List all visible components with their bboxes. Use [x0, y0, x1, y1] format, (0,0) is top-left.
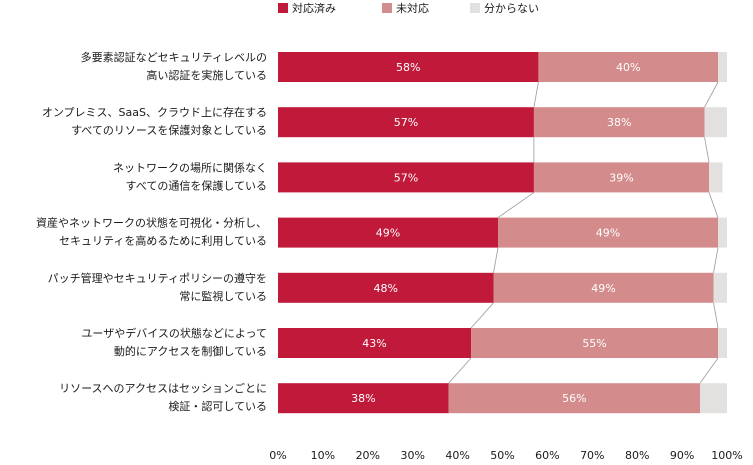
connector-line [704, 81, 719, 108]
bar-segment [718, 52, 727, 82]
bar-segment [278, 52, 539, 82]
legend-swatch [382, 3, 392, 13]
bar-segment [498, 217, 719, 248]
data-label: 38% [351, 392, 375, 405]
category-label: オンプレミス、SaaS、クラウド上に存在する [42, 105, 267, 119]
x-tick-label: 10% [311, 449, 335, 462]
category-label: 検証・認可している [168, 399, 267, 413]
bar-segment [533, 162, 710, 193]
legend-label: 対応済み [292, 1, 336, 15]
x-tick-label: 60% [535, 449, 559, 462]
connector-line [713, 302, 719, 329]
bar-segment [718, 217, 727, 248]
bar-segment [471, 328, 719, 358]
x-tick-label: 100% [711, 449, 742, 462]
x-tick-label: 40% [445, 449, 469, 462]
data-label: 48% [374, 282, 398, 295]
category-label: リソースへのアクセスはセッションごとに [59, 381, 267, 395]
bar-segment [448, 383, 701, 414]
data-label: 57% [394, 116, 418, 129]
category-label: 動的にアクセスを制御している [114, 344, 267, 358]
connector-line [699, 357, 719, 384]
data-label: 49% [376, 227, 400, 240]
category-label: すべてのリソースを保護対象としている [71, 123, 267, 137]
x-tick-label: 20% [356, 449, 380, 462]
bar-segment [493, 272, 714, 303]
connector-line [493, 247, 499, 273]
x-tick-label: 30% [400, 449, 424, 462]
connector-line [533, 81, 539, 108]
connector-line [708, 192, 719, 218]
x-tick-label: 50% [490, 449, 514, 462]
x-tick-label: 90% [670, 449, 694, 462]
category-label: すべての通信を保護している [126, 178, 267, 192]
category-label: ネットワークの場所に関係なく [113, 161, 267, 174]
connector-line [704, 137, 710, 163]
category-label: パッチ管理やセキュリティポリシーの遵守を [48, 271, 267, 285]
bar-segment [700, 383, 727, 414]
x-tick-label: 70% [580, 449, 604, 462]
data-label: 58% [396, 61, 420, 74]
legend-swatch [470, 3, 480, 13]
connector-line [497, 192, 535, 218]
category-label: 資産やネットワークの状態を可視化・分析し、 [36, 216, 267, 230]
bar-segment [278, 272, 494, 303]
data-label: 55% [582, 337, 606, 350]
bar-segment [718, 328, 727, 358]
legend-label: 未対応 [396, 1, 429, 15]
bar-segment [709, 162, 723, 193]
data-label: 39% [609, 171, 633, 184]
legend-swatch [278, 3, 288, 13]
bar-segment [278, 162, 534, 193]
data-label: 43% [362, 337, 386, 350]
data-label: 56% [562, 392, 586, 405]
bar-segment [533, 107, 705, 138]
connector-line [448, 357, 472, 384]
data-label: 49% [591, 282, 615, 295]
category-label: セキュリティを高めるために利用している [59, 234, 267, 248]
data-label: 38% [607, 116, 631, 129]
x-tick-label: 80% [625, 449, 649, 462]
x-tick-label: 0% [269, 449, 286, 462]
connector-line [713, 247, 719, 273]
bar-segment [713, 272, 727, 303]
bar-segment [278, 107, 534, 138]
legend: 対応済み 未対応 分からない [278, 1, 539, 15]
legend-label: 分からない [484, 2, 539, 15]
category-label: ユーザやデバイスの状態などによって [81, 326, 267, 340]
data-label: 40% [616, 61, 640, 74]
bar-segment [704, 107, 727, 138]
connector-line [470, 302, 494, 329]
data-label: 57% [394, 171, 418, 184]
bar-segment [278, 217, 499, 248]
bar-segment [278, 328, 472, 358]
category-label: 多要素認証などセキュリティレベルの [81, 50, 267, 64]
bar-segment [278, 383, 449, 414]
bar-segment [538, 52, 719, 82]
category-label: 高い認証を実施している [146, 68, 267, 82]
data-label: 49% [596, 227, 620, 240]
category-label: 常に監視している [179, 289, 267, 303]
